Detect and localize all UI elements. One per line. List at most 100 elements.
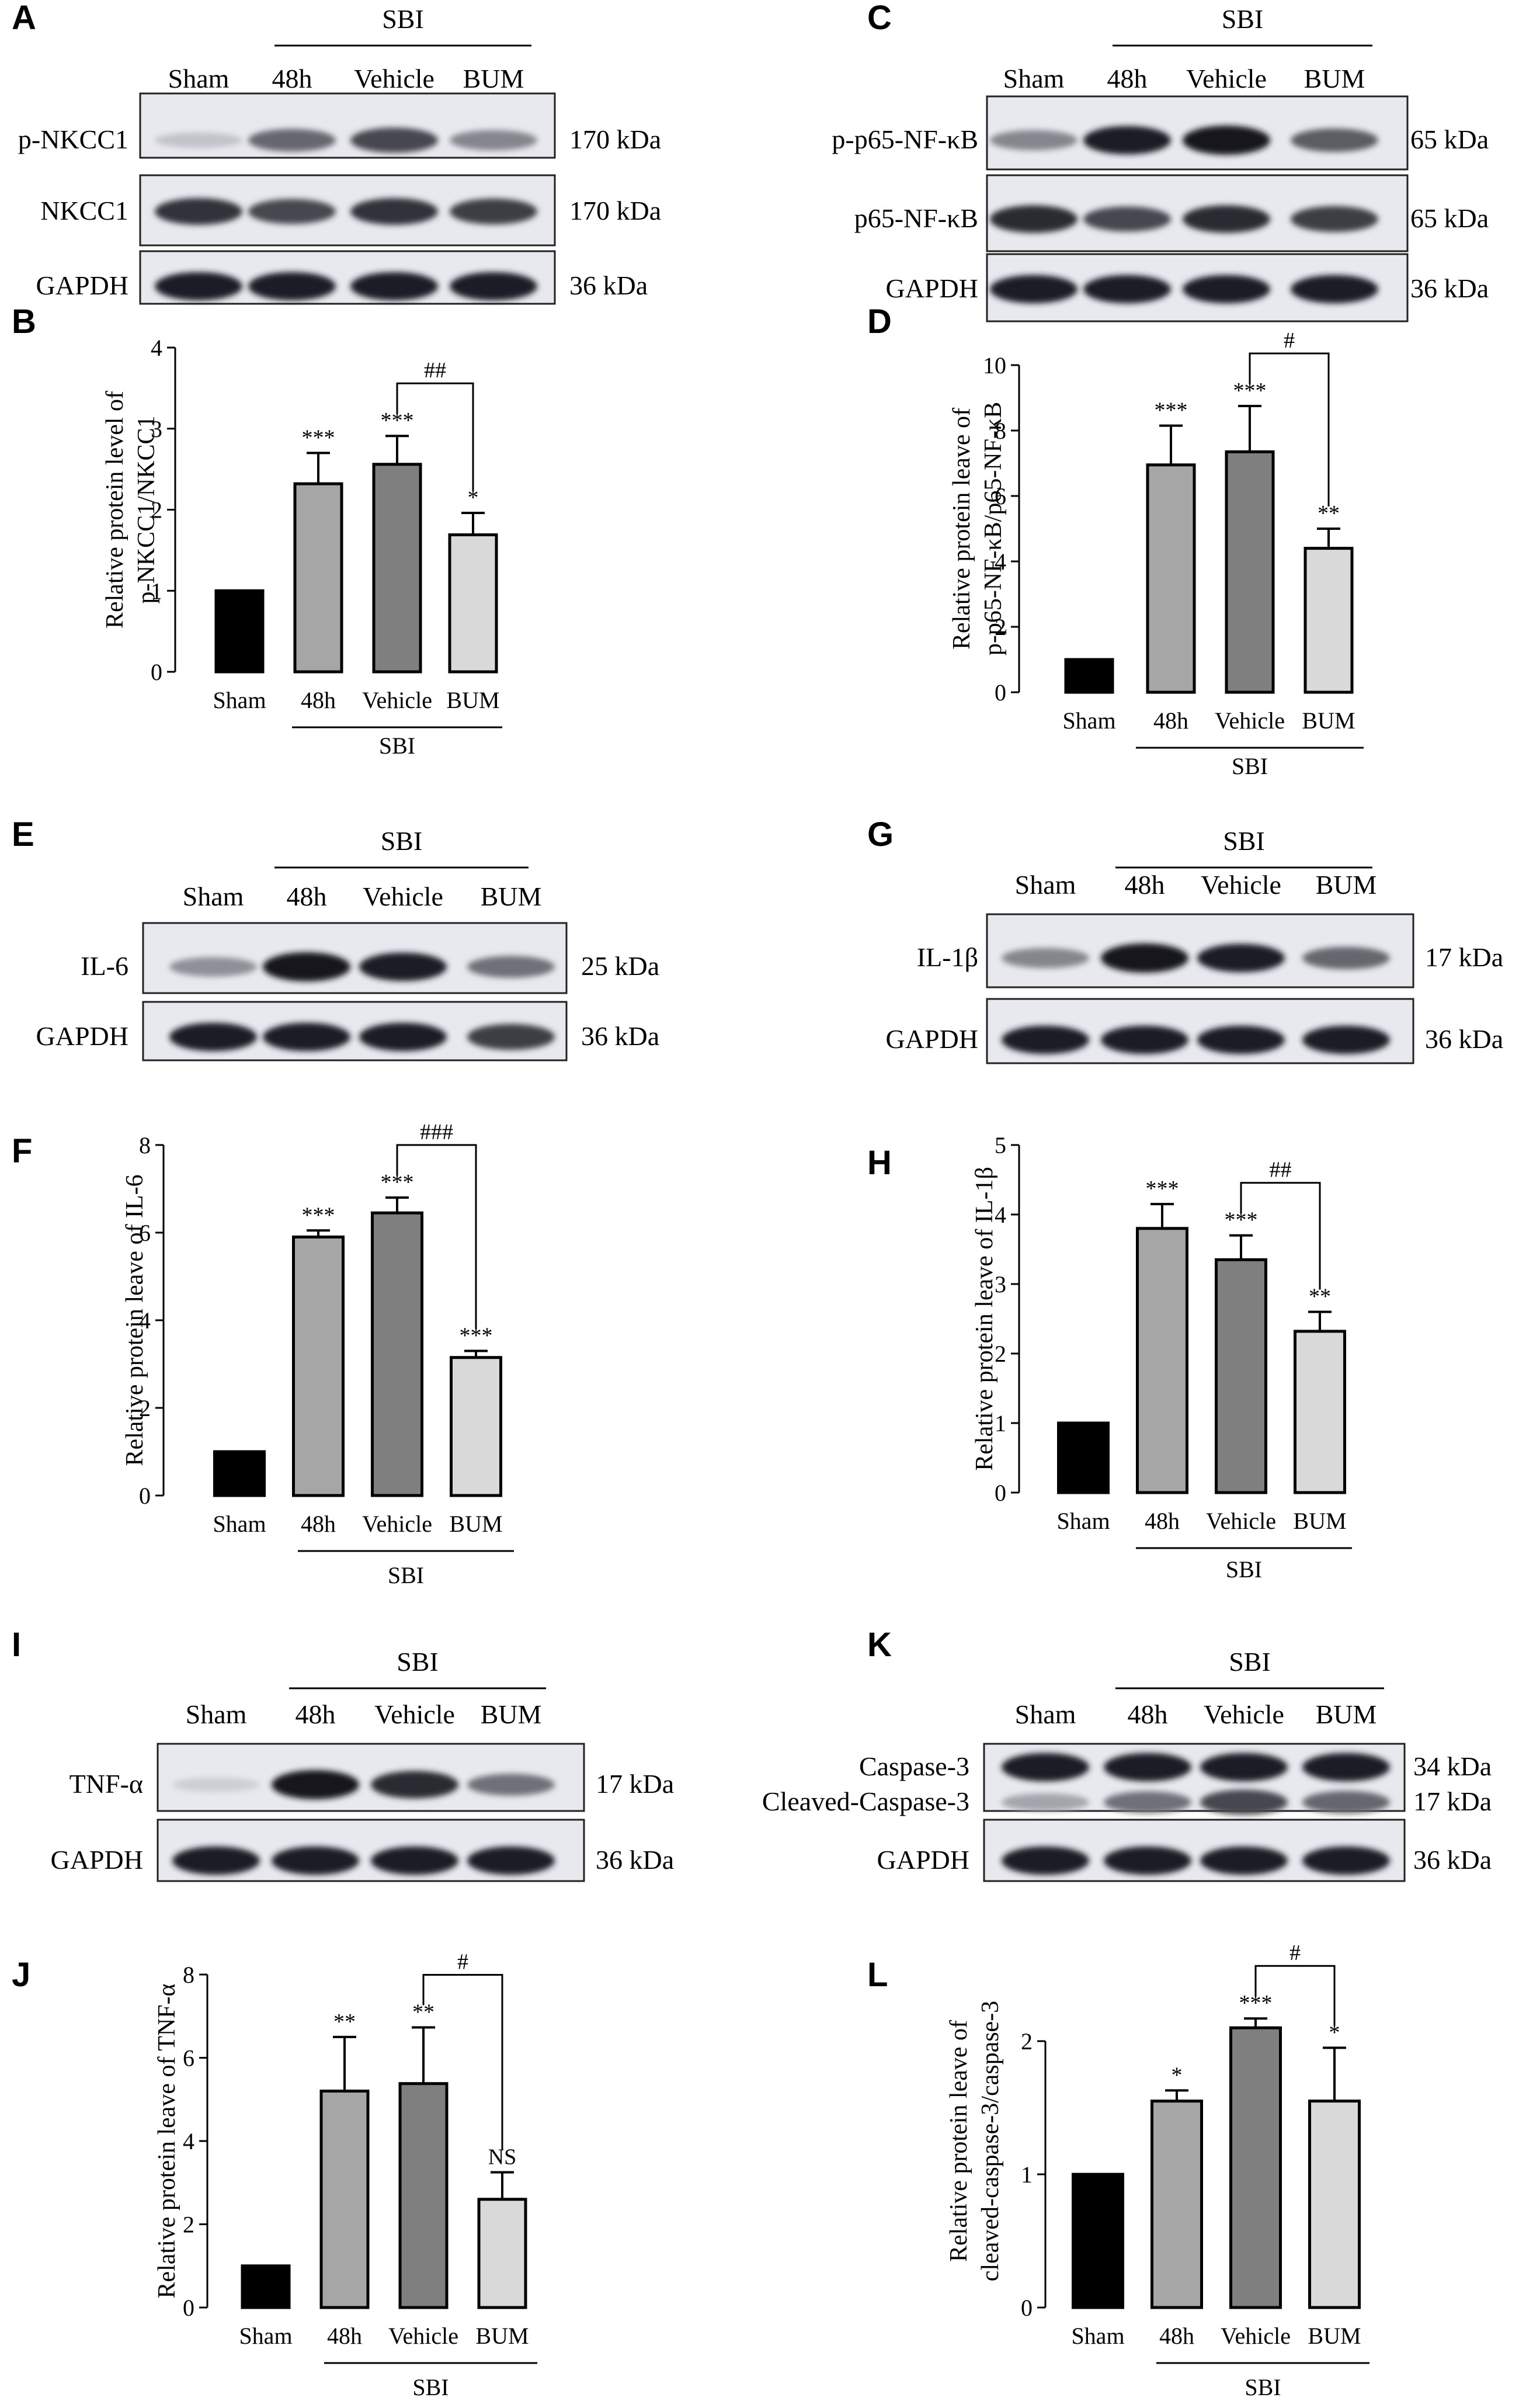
row-size: 36 kDa xyxy=(596,1845,674,1875)
x-tick-label: Sham xyxy=(213,687,266,713)
y-tick-label: 4 xyxy=(139,1307,151,1334)
x-tick-label: BUM xyxy=(449,1511,502,1537)
band xyxy=(248,199,336,224)
band xyxy=(1183,275,1270,304)
x-tick-label: Vehicle xyxy=(1221,2323,1291,2349)
blot-panel-g: G SBI Sham 48h Vehicle BUM IL-1β 17 kDa GAPDH 36 … xyxy=(867,816,1503,1064)
band xyxy=(1002,1753,1089,1782)
significance-mark: * xyxy=(1172,2063,1183,2087)
band xyxy=(1291,128,1378,152)
x-tick-label: Sham xyxy=(213,1511,266,1537)
row-label: GAPDH xyxy=(886,273,978,303)
x-tick-label: Vehicle xyxy=(1206,1508,1276,1534)
row-size: 17 kDa xyxy=(596,1769,674,1799)
row-label: GAPDH xyxy=(877,1845,969,1875)
y-axis-label: Relative protein leave of IL-1β xyxy=(971,1167,998,1471)
band xyxy=(172,1777,260,1792)
row-size: 65 kDa xyxy=(1410,203,1489,233)
group-label: SBI xyxy=(381,826,423,856)
lane-label: Sham xyxy=(183,882,244,911)
x-tick-label: BUM xyxy=(1308,2323,1361,2349)
row-label: GAPDH xyxy=(51,1845,143,1875)
blot-panel-i: I SBI Sham 48h Vehicle BUM TNF-α 17 kDa GAPDH 36 … xyxy=(12,1626,674,1882)
row-label: GAPDH xyxy=(36,1021,128,1051)
band xyxy=(1302,1846,1390,1875)
x-tick-label: 48h xyxy=(301,687,336,713)
band xyxy=(990,205,1077,233)
row-label: GAPDH xyxy=(36,270,128,300)
y-axis-label-group: Relative protein level of p-NKCC1/NKCC1 xyxy=(102,391,160,629)
bar xyxy=(292,1236,345,1497)
lane-label: Sham xyxy=(1015,870,1076,900)
band xyxy=(1101,943,1188,973)
band xyxy=(248,272,336,301)
y-axis-label-group: Relative protein leave of TNF-α xyxy=(154,1983,180,2298)
significance-mark: *** xyxy=(302,425,335,450)
lane-label: Sham xyxy=(186,1699,247,1729)
panel-label-j: J xyxy=(12,1956,30,1994)
band xyxy=(155,272,242,301)
lane-label: BUM xyxy=(1304,64,1365,93)
y-tick-label: 2 xyxy=(995,1341,1006,1367)
group-label: SBI xyxy=(382,4,424,34)
band xyxy=(1002,1846,1089,1875)
band xyxy=(350,127,438,153)
group-label: SBI xyxy=(397,1647,439,1677)
row-label: IL-6 xyxy=(81,951,128,981)
band xyxy=(467,1023,555,1050)
band xyxy=(169,1022,257,1052)
y-axis-label-group: Relative protein leave of IL-1β xyxy=(971,1167,998,1471)
band xyxy=(1183,126,1270,155)
band xyxy=(467,1774,555,1796)
y-tick-label: 2 xyxy=(995,614,1006,640)
row-size: 17 kDa xyxy=(1413,1786,1492,1816)
panel-label-f: F xyxy=(12,1132,32,1170)
lane-label: Sham xyxy=(168,64,230,93)
band xyxy=(359,1022,447,1052)
band xyxy=(1104,1753,1191,1782)
y-tick-label: 8 xyxy=(995,418,1006,444)
y-tick-label: 4 xyxy=(183,2128,194,2154)
lane-label: 48h xyxy=(296,1699,336,1729)
band xyxy=(1197,943,1285,973)
comparison-mark: # xyxy=(1289,1941,1301,1965)
blot-panel-a: A SBI Sham 48h Vehicle BUM p-NKCC1 170 kDa NKCC1… xyxy=(12,0,661,305)
y-axis-label: Relative protein leave of xyxy=(948,408,975,650)
comparison-mark: ## xyxy=(1270,1158,1292,1182)
group-label: SBI xyxy=(1245,2374,1281,2400)
y-tick-label: 0 xyxy=(183,2295,194,2321)
lane-label: 48h xyxy=(272,64,312,93)
chart-panel-d: D 0 2 4 6 8 10 Relative protein leave of p-p65-N… xyxy=(867,303,1364,779)
band xyxy=(248,129,336,152)
band xyxy=(1104,1846,1191,1875)
row-size: 170 kDa xyxy=(569,124,661,154)
x-tick-label: Sham xyxy=(1062,707,1115,734)
x-tick-label: 48h xyxy=(1153,707,1188,734)
x-tick-label: Sham xyxy=(1071,2323,1124,2349)
band xyxy=(1302,946,1390,970)
band xyxy=(467,1846,555,1875)
lane-label: Vehicle xyxy=(1201,870,1281,900)
row-label: TNF-α xyxy=(69,1769,143,1799)
x-tick-label: Vehicle xyxy=(362,1511,432,1537)
comparison-mark: ## xyxy=(424,358,446,383)
bar xyxy=(1215,1258,1267,1494)
panel-label-h: H xyxy=(867,1144,892,1182)
bar xyxy=(319,2090,370,2309)
bar xyxy=(1136,1227,1188,1494)
row-label: p65-NF-κB xyxy=(854,203,978,233)
band xyxy=(172,1846,260,1875)
lane-label: BUM xyxy=(1316,1699,1377,1729)
band xyxy=(990,275,1077,304)
x-tick-label: BUM xyxy=(1293,1508,1346,1534)
bar xyxy=(1229,2026,1282,2309)
y-tick-label: 4 xyxy=(995,1202,1006,1228)
band xyxy=(1291,275,1378,304)
group-label: SBI xyxy=(1222,4,1264,34)
band xyxy=(272,1770,359,1799)
bar xyxy=(371,1211,423,1497)
band xyxy=(1002,948,1089,969)
band xyxy=(1200,1789,1288,1815)
y-tick-label: 0 xyxy=(139,1483,151,1509)
